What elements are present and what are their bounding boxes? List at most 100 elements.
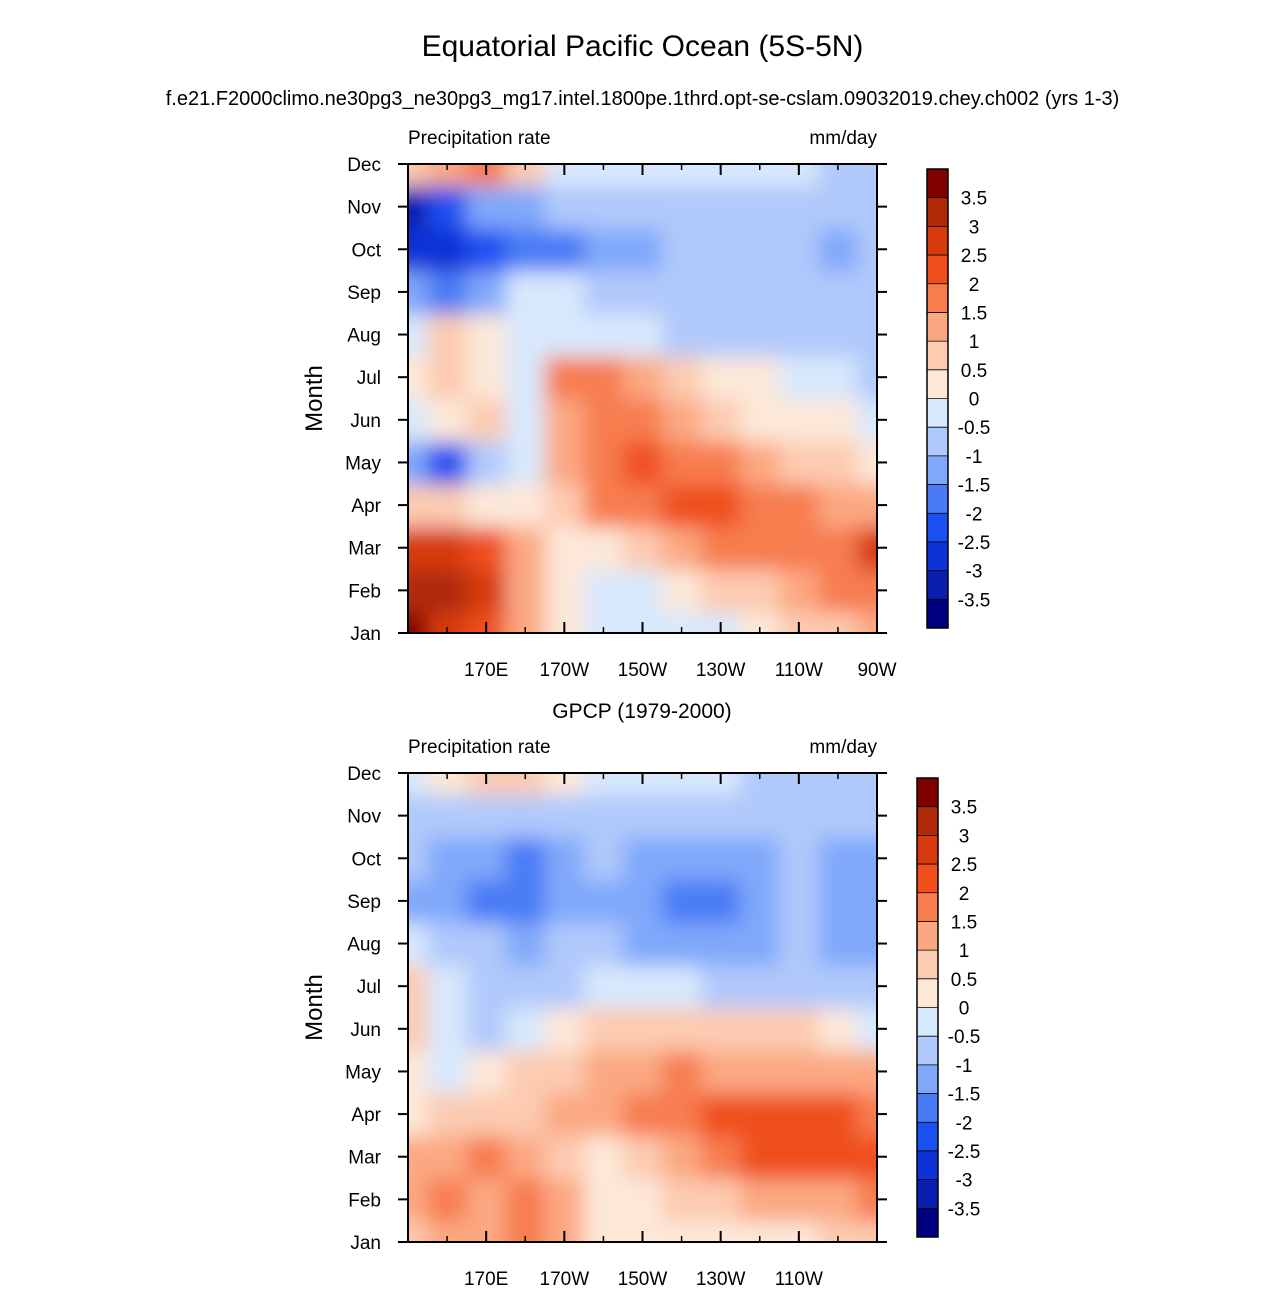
- heatmap-cell: [740, 483, 781, 528]
- colorbar-box: [917, 1036, 938, 1066]
- heatmap-cell: [818, 922, 859, 966]
- heatmap-cell: [818, 185, 859, 229]
- colorbar-box: [927, 312, 948, 342]
- right-string: mm/day: [809, 737, 877, 758]
- heatmap-cell: [505, 964, 546, 1009]
- panel-2-title: GPCP (1979-2000): [552, 700, 731, 723]
- heatmap-cell: [505, 1220, 546, 1242]
- heatmap-cell: [662, 526, 703, 570]
- heatmap-cell: [583, 355, 624, 400]
- heatmap-cell: [427, 526, 468, 570]
- heatmap-cell: [779, 773, 820, 796]
- heatmap-cell: [408, 185, 429, 229]
- heatmap-cell: [408, 164, 429, 187]
- colorbar-box: [917, 1007, 938, 1037]
- heatmap-cell: [701, 1135, 742, 1179]
- heatmap-cell: [623, 922, 664, 966]
- heatmap-cell: [583, 270, 624, 315]
- heatmap-cell: [740, 837, 781, 881]
- colorbar-label: 0.5: [961, 361, 987, 382]
- heatmap-cell: [779, 270, 820, 315]
- heatmap-cell: [662, 164, 703, 187]
- heatmap-cell: [623, 773, 664, 796]
- heatmap-cell: [466, 569, 507, 613]
- heatmap-cell: [505, 185, 546, 229]
- heatmap-cell: [427, 773, 468, 796]
- colorbar-label: -0.5: [948, 1027, 981, 1048]
- y-tick-label: Aug: [347, 326, 381, 347]
- y-tick-label: Dec: [347, 764, 381, 785]
- heatmap-cell: [818, 483, 859, 528]
- colorbar-label: 2: [959, 884, 970, 905]
- heatmap-cell: [427, 1050, 468, 1094]
- heatmap-cell: [583, 441, 624, 485]
- heatmap-cell: [740, 526, 781, 570]
- heatmap-cell: [583, 228, 624, 272]
- heatmap-cell: [779, 228, 820, 272]
- heatmap-cell: [740, 355, 781, 400]
- heatmap-cell: [701, 355, 742, 400]
- heatmap-cell: [857, 1220, 877, 1242]
- colorbar-box: [927, 570, 948, 600]
- colorbar-box: [917, 778, 938, 807]
- right-string: mm/day: [809, 128, 877, 149]
- heatmap-field-2: [408, 773, 877, 1242]
- heatmap-cell: [623, 1050, 664, 1094]
- colorbar-label: -2: [966, 504, 983, 525]
- heatmap-cell: [408, 1178, 429, 1222]
- heatmap-cell: [427, 1178, 468, 1222]
- colorbar-label: -1.5: [948, 1085, 981, 1106]
- heatmap-cell: [427, 1135, 468, 1179]
- heatmap-cell: [583, 964, 624, 1009]
- heatmap-cell: [779, 1092, 820, 1137]
- colorbar-box: [917, 835, 938, 865]
- colorbar-1: 3.5 3 2.5 2 1.5 1 0.5 0 -0.5 -1 -1.5 -2 -2.5 -3 -3.5: [926, 168, 991, 629]
- heatmap-cell: [427, 1007, 468, 1052]
- heatmap-cell: [779, 355, 820, 400]
- heatmap-cell: [818, 164, 859, 187]
- colorbar-label: 0: [959, 999, 970, 1020]
- heatmap-cell: [408, 569, 429, 613]
- colorbar-box: [927, 455, 948, 485]
- heatmap-cell: [701, 313, 742, 357]
- colorbar-box: [917, 978, 938, 1008]
- heatmap-cell: [818, 1220, 859, 1242]
- x-tick-label: 170W: [540, 660, 590, 681]
- heatmap-cell: [505, 441, 546, 485]
- heatmap-cell: [466, 398, 507, 443]
- heatmap-cell: [662, 837, 703, 881]
- heatmap-cell: [505, 569, 546, 613]
- heatmap-cell: [662, 1092, 703, 1137]
- heatmap-cell: [427, 228, 468, 272]
- heatmap-cell: [505, 483, 546, 528]
- heatmap-cell: [505, 526, 546, 570]
- heatmap-cell: [408, 1092, 429, 1137]
- heatmap-cell: [701, 398, 742, 443]
- y-tick-label: Mar: [348, 1148, 381, 1169]
- heatmap-cell: [662, 1220, 703, 1242]
- heatmap-cell: [427, 483, 468, 528]
- colorbar-label: 2: [969, 275, 980, 296]
- heatmap-cell: [505, 922, 546, 966]
- colorbar-label: -1.5: [958, 476, 991, 497]
- y-tick-label: Jul: [357, 977, 381, 998]
- heatmap-cell: [408, 398, 429, 443]
- heatmap-cell: [818, 1135, 859, 1179]
- heatmap-cell: [857, 794, 877, 838]
- heatmap-cell: [583, 922, 624, 966]
- heatmap-cell: [466, 1135, 507, 1179]
- heatmap-cell: [466, 164, 507, 187]
- heatmap-cell: [857, 964, 877, 1009]
- heatmap-cell: [779, 1007, 820, 1052]
- heatmap-cell: [779, 398, 820, 443]
- heatmap-cell: [583, 1050, 624, 1094]
- colorbar-label: 0.5: [951, 970, 977, 991]
- colorbar-box: [927, 169, 948, 198]
- colorbar-label: -2: [956, 1113, 973, 1134]
- colorbar-box: [917, 1093, 938, 1123]
- heatmap-cell: [818, 837, 859, 881]
- colorbar-box: [917, 1208, 938, 1238]
- heatmap-cell: [662, 922, 703, 966]
- colorbar-label: 2.5: [961, 246, 987, 267]
- heatmap-cell: [408, 1007, 429, 1052]
